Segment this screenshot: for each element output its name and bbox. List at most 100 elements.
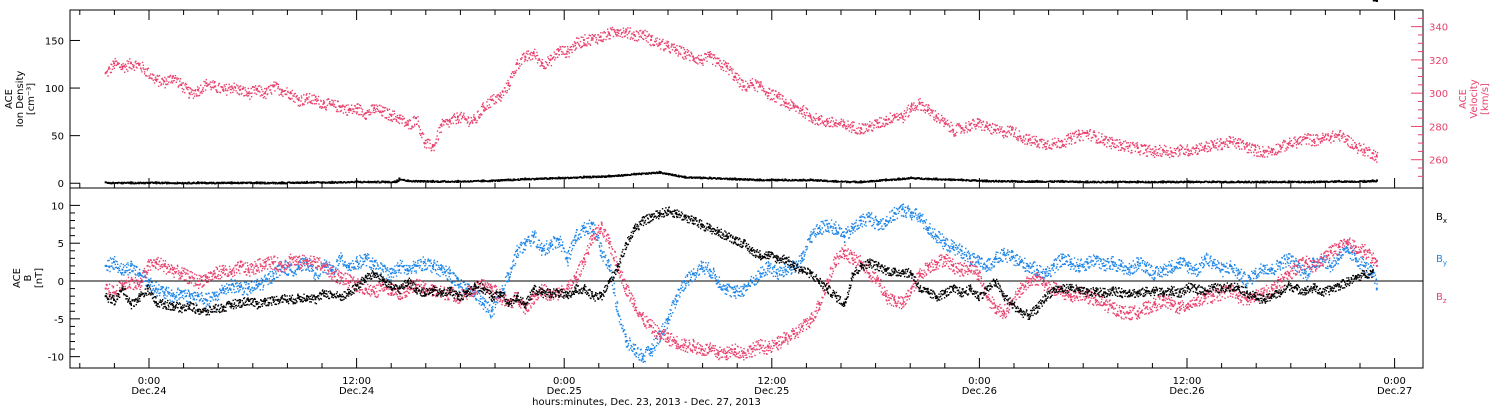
velocity-series-sample	[1112, 145, 1115, 148]
density-series-sample	[739, 179, 741, 181]
velocity-series-sample	[1244, 147, 1246, 149]
velocity-series-sample	[988, 130, 991, 132]
velocity-series-sample	[928, 104, 930, 107]
velocity-series-sample	[706, 55, 709, 58]
velocity-series-sample	[518, 62, 521, 65]
velocity-series-sample	[666, 40, 668, 43]
velocity-series-sample	[1126, 145, 1129, 148]
velocity-series-sample	[1135, 142, 1137, 145]
velocity-series-sample	[878, 121, 881, 124]
velocity-series-sample	[1335, 136, 1337, 138]
velocity-series-sample	[861, 131, 863, 134]
density-series-sample	[416, 181, 419, 183]
density-series-sample	[722, 178, 724, 180]
velocity-series-sample	[746, 82, 749, 85]
velocity-series-sample	[453, 114, 455, 117]
velocity-series-sample	[238, 93, 241, 96]
velocity-series-sample	[469, 121, 472, 124]
velocity-series-sample	[1138, 150, 1140, 153]
velocity-series-sample	[229, 92, 232, 94]
velocity-series-sample	[1134, 146, 1136, 148]
velocity-series-sample	[845, 125, 848, 127]
density-series-sample	[153, 181, 155, 184]
density-series-sample	[181, 182, 183, 185]
velocity-series-sample	[645, 37, 647, 39]
velocity-series-sample	[1131, 142, 1134, 145]
velocity-series-sample	[385, 117, 388, 119]
velocity-series-sample	[142, 64, 145, 66]
velocity-series-sample	[1030, 144, 1032, 146]
velocity-series-sample	[177, 78, 180, 80]
velocity-series-sample	[460, 111, 462, 114]
density-series-sample	[273, 182, 275, 184]
velocity-series-sample	[729, 69, 731, 71]
velocity-series-point	[389, 113, 392, 116]
velocity-series-sample	[297, 98, 299, 100]
velocity-series-sample	[668, 50, 671, 53]
velocity-series-sample	[520, 58, 522, 61]
velocity-series-sample	[596, 41, 598, 44]
velocity-series-sample	[765, 92, 767, 95]
velocity-series-sample	[629, 30, 631, 32]
density-series-sample	[263, 181, 265, 184]
velocity-series-sample	[533, 52, 535, 55]
velocity-series-sample	[1238, 148, 1241, 150]
velocity-series-sample	[467, 116, 470, 118]
velocity-series-point	[297, 98, 300, 101]
velocity-series-sample	[347, 109, 349, 111]
velocity-series-sample	[345, 104, 348, 107]
velocity-series-sample	[859, 133, 861, 135]
velocity-series-sample	[335, 106, 337, 109]
velocity-series-sample	[743, 86, 745, 89]
velocity-series-sample	[425, 147, 428, 149]
velocity-series-sample	[1078, 139, 1081, 141]
velocity-series-sample	[1014, 129, 1017, 131]
density-series-sample	[809, 179, 812, 181]
velocity-series-sample	[1270, 147, 1273, 150]
velocity-series-sample	[672, 43, 674, 46]
velocity-series-sample	[1148, 144, 1151, 147]
velocity-series-sample	[181, 82, 183, 84]
velocity-series-sample	[107, 75, 109, 77]
velocity-series-sample	[1026, 142, 1029, 144]
velocity-series-sample	[875, 119, 877, 121]
velocity-series-sample	[863, 132, 866, 134]
velocity-series-sample	[381, 114, 383, 117]
velocity-series-sample	[165, 83, 167, 86]
velocity-series-sample	[656, 43, 658, 45]
velocity-series-sample	[1219, 138, 1222, 140]
velocity-series-sample	[1274, 153, 1276, 155]
velocity-series-sample	[847, 124, 850, 126]
density-series-sample	[741, 178, 743, 181]
velocity-series-point	[1145, 148, 1148, 151]
velocity-series-sample	[1176, 147, 1178, 150]
velocity-series-sample	[1373, 159, 1376, 161]
velocity-series-point	[1363, 148, 1366, 151]
velocity-series-sample	[924, 105, 926, 107]
velocity-series-sample	[310, 102, 312, 104]
density-series-sample	[517, 178, 519, 180]
velocity-series-sample	[328, 98, 330, 100]
velocity-series-sample	[371, 104, 374, 107]
velocity-series-sample	[491, 99, 493, 101]
velocity-series-sample	[151, 78, 153, 80]
velocity-series-sample	[1346, 138, 1348, 141]
velocity-series-sample	[1124, 148, 1126, 150]
velocity-series-sample	[675, 48, 678, 50]
velocity-series-point	[666, 45, 669, 48]
velocity-series-sample	[1218, 140, 1221, 142]
velocity-series-sample	[607, 34, 609, 36]
velocity-series-sample	[1021, 140, 1023, 142]
velocity-series-sample	[1101, 142, 1104, 144]
velocity-series-sample	[1258, 147, 1261, 150]
velocity-series-sample	[1044, 146, 1046, 148]
density-series-sample	[699, 176, 701, 178]
velocity-series-sample	[709, 51, 711, 53]
velocity-series-sample	[317, 95, 320, 98]
velocity-series-sample	[624, 32, 626, 34]
velocity-series-sample	[623, 30, 625, 32]
velocity-series-sample	[206, 85, 209, 87]
density-series-sample	[726, 177, 728, 180]
velocity-series-sample	[1286, 142, 1288, 145]
